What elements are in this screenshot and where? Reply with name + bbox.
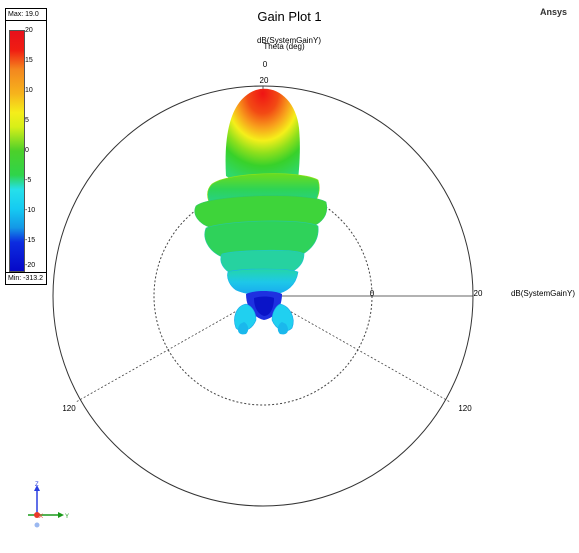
legend-tick: -15 [25,237,36,244]
theta-zero-label: 0 [263,60,268,69]
top-axis-quantity-label: dB(SystemGainY) [257,36,321,45]
theta-label: Theta (deg) [263,42,305,51]
scale-center-label: 0 [370,289,375,298]
z-arrowhead-icon [34,485,40,491]
y-arrowhead-icon [58,512,64,518]
legend-tick: -5 [25,177,32,184]
legend-min-value: Min: -313.2 [6,272,46,284]
legend-tick: 5 [25,117,29,124]
view-sphere-icon [34,522,40,528]
coordinate-triad: Z X Y [28,482,69,528]
scale-top-label: 20 [260,76,269,85]
triad-x-label: X [39,514,43,520]
legend-tick: 0 [25,147,29,154]
side-lobe-ring-5 [227,268,299,296]
back-lobe-inner [254,296,274,316]
theta-120-left-label: 120 [62,404,76,413]
theta-120-left-axis [75,295,264,403]
right-axis-quantity-label: dB(SystemGainY) [511,289,575,298]
scale-right-label: 20 [474,289,483,298]
legend-tick: 20 [25,27,33,34]
legend-tick: -10 [25,207,36,214]
x-axis-origin-icon [34,512,40,518]
legend-tick: -20 [25,262,36,269]
triad-y-label: Y [65,514,69,520]
back-lobe-bottom-right [277,322,288,335]
legend-max-value: Max: 19.0 [6,9,46,21]
legend-color-bar [9,30,25,272]
back-lobe-bottom-left [238,322,249,335]
triad-z-label: Z [35,482,39,488]
color-legend: Max: 19.0 20 15 10 5 0 -5 -10 -15 -20 Mi… [5,8,47,285]
plot-title: Gain Plot 1 [257,9,322,24]
theta-120-right-axis [262,295,451,403]
legend-tick: 10 [25,87,33,94]
main-lobe [225,88,300,185]
theta-120-right-label: 120 [458,404,472,413]
radiation-pattern [194,88,328,335]
legend-tick: 15 [25,57,33,64]
ansys-logo: Ansys [539,7,567,17]
